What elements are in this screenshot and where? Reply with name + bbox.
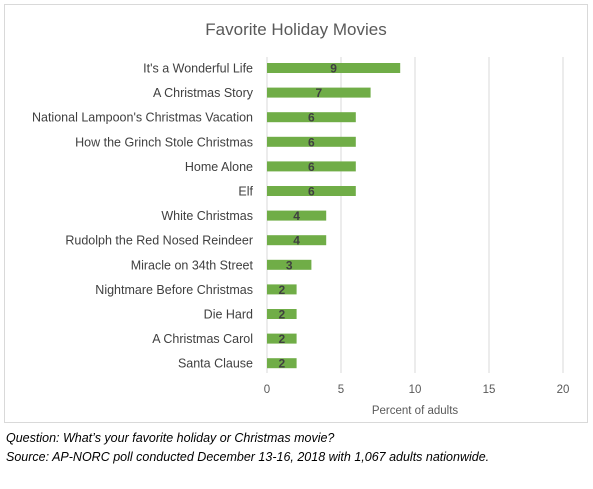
bar	[267, 284, 297, 295]
data-label: 3	[286, 258, 293, 272]
data-label: 6	[308, 160, 315, 174]
x-tick-label: 15	[483, 384, 496, 396]
bar	[267, 259, 312, 270]
data-label: 2	[278, 283, 285, 297]
x-axis-title: Percent of adults	[372, 405, 459, 417]
bar	[267, 210, 327, 221]
category-label: Elf	[238, 185, 253, 199]
bar	[267, 112, 356, 123]
x-tick-label: 10	[409, 384, 422, 396]
category-label: A Christmas Story	[153, 86, 254, 100]
question-note: Question: What’s your favorite holiday o…	[6, 431, 335, 445]
x-tick-label: 20	[557, 384, 570, 396]
data-label: 6	[308, 185, 315, 199]
category-labels: It's a Wonderful Life A Christmas Story Na…	[32, 62, 254, 371]
data-label: 6	[308, 135, 315, 149]
data-label: 4	[293, 234, 300, 248]
category-label: A Christmas Carol	[152, 332, 253, 346]
category-label: Die Hard	[204, 308, 253, 322]
bar	[267, 87, 371, 98]
data-label: 2	[278, 308, 285, 322]
x-axis-ticks: 0 5 10 15 20	[264, 384, 570, 396]
category-label: Miracle on 34th Street	[131, 258, 254, 272]
bar	[267, 63, 401, 73]
x-tick-label: 5	[338, 384, 344, 396]
category-label: Home Alone	[185, 160, 253, 174]
data-label: 2	[278, 332, 285, 346]
bar	[267, 161, 356, 172]
x-tick-label: 0	[264, 384, 270, 396]
category-label: Santa Clause	[178, 357, 253, 371]
data-label: 7	[315, 86, 322, 100]
bar	[267, 186, 356, 196]
bar	[267, 136, 356, 147]
data-label: 4	[293, 209, 300, 223]
category-label: National Lampoon's Christmas Vacation	[32, 111, 253, 125]
data-label: 2	[278, 357, 285, 371]
bar	[267, 358, 297, 369]
category-label: It's a Wonderful Life	[143, 62, 253, 76]
category-label: How the Grinch Stole Christmas	[75, 135, 253, 149]
bar	[267, 235, 327, 246]
category-label: Rudolph the Red Nosed Reindeer	[65, 234, 253, 248]
chart-title: Favorite Holiday Movies	[205, 20, 386, 39]
bar	[267, 333, 297, 344]
gridlines	[266, 57, 564, 373]
category-label: Nightmare Before Christmas	[95, 283, 253, 297]
bar	[267, 309, 297, 319]
category-label: White Christmas	[161, 209, 253, 223]
chart-notes: Question: What’s your favorite holiday o…	[6, 429, 590, 467]
data-label: 9	[330, 62, 337, 76]
data-label: 6	[308, 111, 315, 125]
source-note: Source: AP-NORC poll conducted December …	[6, 450, 490, 464]
